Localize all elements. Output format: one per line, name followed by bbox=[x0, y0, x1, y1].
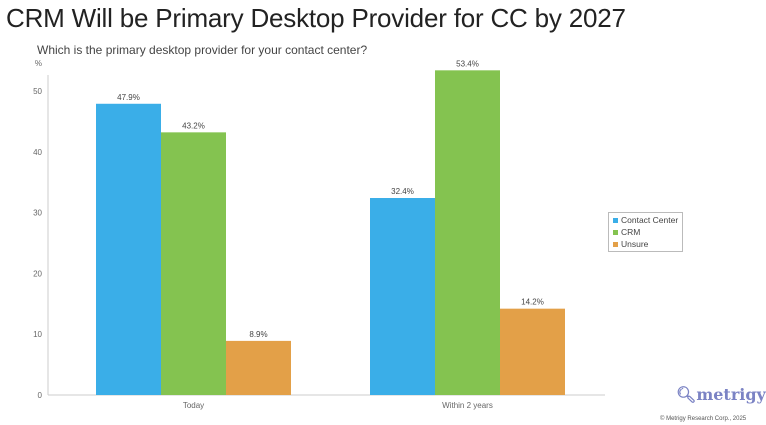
legend-item: Contact Center bbox=[613, 214, 678, 226]
chart-subtitle: Which is the primary desktop provider fo… bbox=[37, 43, 368, 57]
legend-label: Contact Center bbox=[621, 215, 679, 225]
y-tick-label: 30 bbox=[33, 209, 42, 218]
bar-contact-center bbox=[96, 103, 161, 395]
page-title: CRM Will be Primary Desktop Provider for… bbox=[6, 3, 626, 33]
chart-legend: Contact Center CRM Unsure bbox=[608, 212, 684, 252]
legend-swatch bbox=[613, 241, 618, 247]
y-tick-label: 0 bbox=[38, 391, 43, 400]
data-label: 43.2% bbox=[182, 121, 205, 130]
bar-contact-center bbox=[370, 198, 435, 395]
data-label: 8.9% bbox=[249, 330, 267, 339]
legend-swatch bbox=[613, 217, 618, 223]
legend-item: CRM bbox=[613, 226, 678, 238]
legend-swatch bbox=[613, 229, 618, 235]
data-label: 53.4% bbox=[456, 59, 479, 68]
y-tick-label: 50 bbox=[33, 87, 42, 96]
legend-label: CRM bbox=[621, 227, 641, 237]
legend-item: Unsure bbox=[613, 238, 678, 250]
magnifier-icon: 🔍︎ bbox=[676, 385, 697, 404]
bar-crm bbox=[161, 132, 226, 395]
bar-crm bbox=[435, 70, 500, 395]
y-axis-label: % bbox=[35, 59, 42, 68]
metrigy-logo: 🔍︎metrigy bbox=[676, 385, 766, 404]
data-label: 14.2% bbox=[521, 298, 544, 307]
x-tick-label: Within 2 years bbox=[442, 401, 493, 410]
data-label: 47.9% bbox=[117, 93, 140, 102]
copyright: © Metrigy Research Corp., 2025 bbox=[660, 416, 747, 422]
x-tick-label: Today bbox=[183, 401, 204, 410]
bar-unsure bbox=[500, 308, 565, 395]
y-tick-label: 10 bbox=[33, 330, 42, 339]
y-tick-label: 20 bbox=[33, 269, 42, 278]
y-tick-label: 40 bbox=[33, 148, 42, 157]
bar-unsure bbox=[226, 340, 291, 395]
data-label: 32.4% bbox=[391, 187, 414, 196]
legend-label: Unsure bbox=[621, 239, 649, 249]
